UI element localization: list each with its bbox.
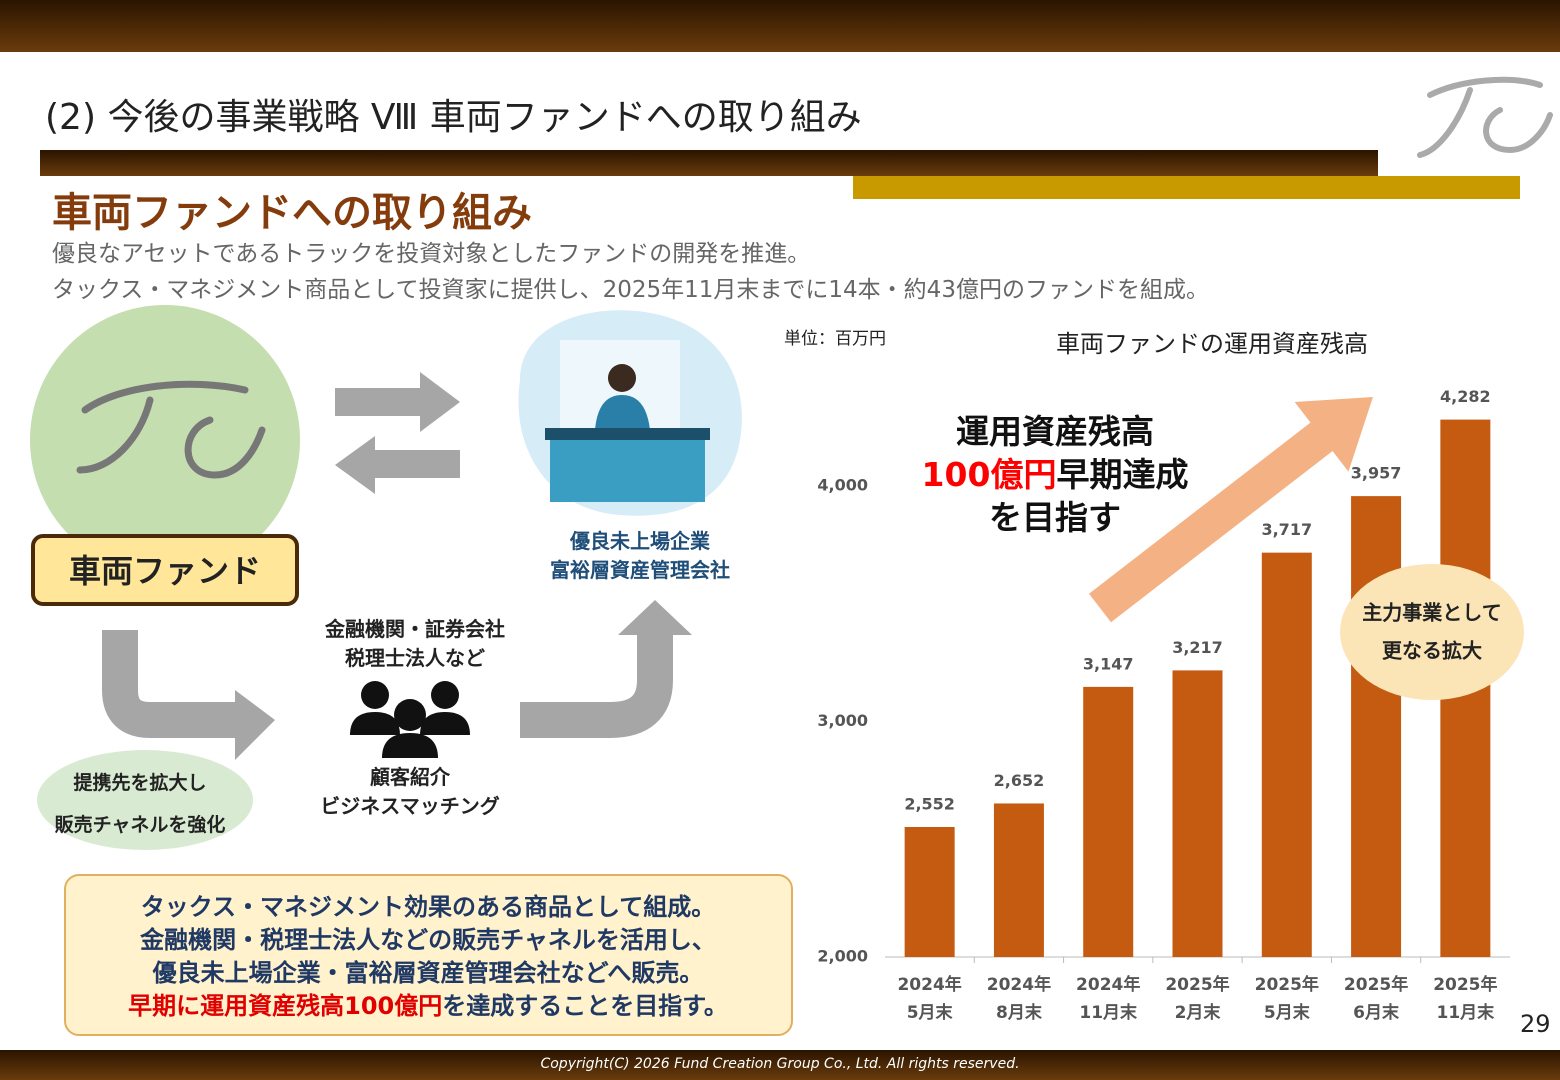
target-text: 優良未上場企業 — [570, 529, 710, 553]
summary-line: タックス・マネジメント効果のある商品として組成。 — [140, 893, 716, 921]
person-body — [595, 395, 650, 430]
y-tick-label: 2,000 — [817, 947, 868, 966]
fund-logo — [76, 380, 266, 479]
section-line: 優良なアセットであるトラックを投資対象としたファンドの開発を推進。 — [52, 241, 811, 267]
value-label: 3,147 — [1083, 654, 1134, 673]
slide-title: (2) 今後の事業戦略 Ⅷ 車両ファンドへの取り組み — [45, 97, 862, 138]
gold-bar — [853, 176, 1520, 199]
fund-label: 車両ファンド — [68, 552, 262, 590]
x-tick-label: 2024年 11月末 — [1076, 974, 1140, 1023]
value-label: 3,957 — [1351, 464, 1402, 483]
summary-rest: を達成することを目指す。 — [442, 992, 728, 1020]
expand-text: 提携先を拡大し — [73, 772, 207, 794]
expand-ellipse — [37, 750, 253, 850]
y-tick-label: 4,000 — [817, 476, 868, 495]
target-text: 富裕層資産管理会社 — [550, 558, 730, 582]
value-label: 3,217 — [1172, 638, 1223, 657]
top-bar — [0, 0, 1560, 52]
section-heading: 車両ファンドへの取り組み — [52, 190, 532, 236]
y-tick-label: 3,000 — [817, 711, 868, 730]
bar — [904, 827, 955, 957]
callout-text: 更なる拡大 — [1382, 639, 1482, 663]
bar — [1351, 496, 1402, 957]
summary-line: 早期に運用資産残高100億円を達成することを目指す。 — [128, 986, 728, 1021]
bar — [1083, 686, 1134, 957]
x-tick-label: 2025年 11月末 — [1433, 974, 1497, 1023]
callout-ellipse — [1340, 564, 1524, 700]
partners-text: 金融機関・証券会社 — [325, 617, 505, 641]
summary-box — [64, 874, 793, 1036]
summary-highlight: 早期に運用資産残高100億円 — [128, 992, 443, 1020]
partners-text: 税理士法人など — [345, 646, 485, 670]
flow-arrows — [335, 372, 460, 494]
value-label: 3,717 — [1261, 520, 1312, 539]
curved-arrow — [520, 630, 673, 738]
logo — [1417, 76, 1553, 158]
annotation-red: 100億円 — [921, 455, 1057, 494]
desk — [550, 440, 705, 502]
x-tick-label: 2024年 8月末 — [987, 974, 1051, 1023]
growth-arrow — [1088, 397, 1373, 623]
callout-text: 主力事業として — [1362, 601, 1501, 625]
bar — [993, 803, 1044, 957]
value-label: 2,652 — [994, 771, 1045, 790]
chart-title: 車両ファンドの運用資産残高 — [1056, 330, 1368, 358]
chart-unit: 単位：百万円 — [784, 329, 886, 349]
arrow-head — [618, 600, 692, 635]
bar — [1261, 552, 1312, 957]
summary-line: 金融機関・税理士法人などの販売チャネルを活用し、 — [140, 926, 716, 954]
title-bar — [40, 150, 1378, 176]
desk-top — [545, 428, 710, 440]
intro-text: ビジネスマッチング — [320, 794, 500, 818]
arrow-head — [235, 690, 275, 760]
footer-text: Copyright(C) 2026 Fund Creation Group Co… — [540, 1056, 1020, 1072]
x-tick-label: 2025年 5月末 — [1255, 974, 1319, 1023]
curved-arrow — [102, 630, 240, 738]
annotation-line: 100億円早期達成 — [922, 448, 1189, 496]
annotation-rest: 早期達成 — [1056, 455, 1189, 494]
expand-text: 販売チャネルを強化 — [54, 814, 226, 836]
bar — [1172, 670, 1223, 957]
footer-bar — [0, 1050, 1560, 1080]
x-tick-label: 2025年 2月末 — [1165, 974, 1229, 1023]
section-line: タックス・マネジメント商品として投資家に提供し、2025年11月末までに14本・… — [52, 277, 1209, 303]
annotation-line: 運用資産残高 — [956, 412, 1154, 451]
page-number: 29 — [1520, 1010, 1551, 1038]
annotation-line: を目指す — [989, 498, 1121, 537]
x-tick-label: 2025年 6月末 — [1344, 974, 1408, 1023]
summary-line: 優良未上場企業・富裕層資産管理会社などへ販売。 — [152, 959, 704, 987]
value-label: 2,552 — [904, 795, 955, 814]
intro-text: 顧客紹介 — [370, 765, 450, 789]
fund-box — [31, 534, 299, 606]
people-icon — [350, 681, 470, 758]
person-head — [608, 364, 636, 392]
value-label: 4,282 — [1440, 387, 1491, 406]
x-tick-label: 2024年 5月末 — [897, 974, 961, 1023]
fund-circle — [30, 305, 300, 575]
